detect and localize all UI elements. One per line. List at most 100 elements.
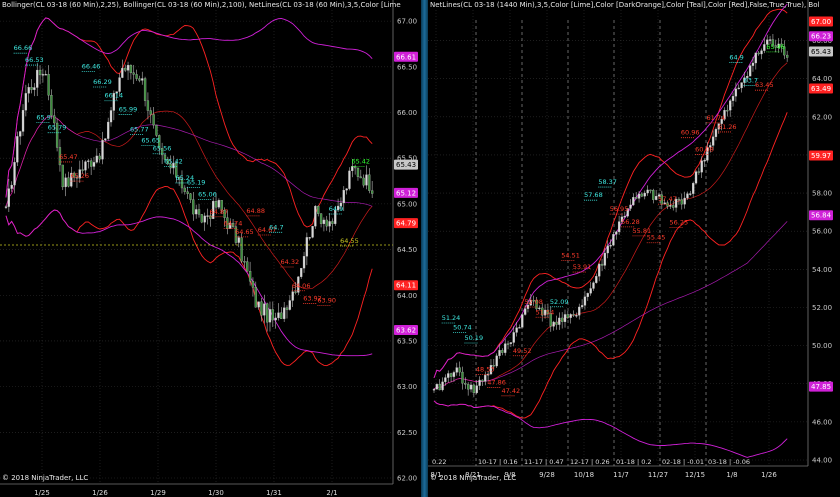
- candle-body: [87, 160, 90, 162]
- candle-body: [643, 192, 646, 197]
- candle-body: [109, 110, 113, 123]
- candle-body: [763, 44, 766, 51]
- candle-body: [783, 46, 786, 56]
- candle-body: [129, 64, 133, 73]
- candle-body: [180, 179, 184, 189]
- price-marker: [809, 16, 833, 27]
- candle-body: [371, 190, 374, 194]
- candle-body: [449, 373, 453, 377]
- candle-body: [149, 110, 152, 115]
- netline-label: 64.32: [280, 258, 299, 266]
- bollinger-short-middle: [433, 62, 788, 390]
- price-marker-label: 66.23: [811, 33, 831, 41]
- candle-body: [152, 114, 155, 126]
- candle-body: [21, 110, 25, 132]
- candle-body: [566, 314, 570, 318]
- candle-body: [223, 210, 226, 218]
- price-tick-label: 62.00: [397, 475, 417, 483]
- candle-body: [16, 136, 19, 163]
- candle-body: [362, 177, 365, 186]
- candle-body: [734, 88, 738, 97]
- price-tick-label: 62.50: [397, 429, 417, 437]
- candle-body: [135, 74, 138, 79]
- candle-body: [543, 309, 547, 316]
- candle-body: [365, 174, 368, 186]
- candle-body: [686, 193, 689, 199]
- candle-body: [138, 78, 141, 81]
- price-tick-label: 50.00: [812, 342, 832, 350]
- candle-body: [598, 263, 601, 277]
- expiry-label: 01-18 | 0.2: [616, 458, 652, 466]
- price-tick-label: 46.00: [812, 418, 832, 426]
- panel-splitter[interactable]: [421, 0, 428, 497]
- netline-label: 64.65: [235, 228, 254, 236]
- price-marker-label: 65.12: [396, 189, 416, 197]
- candle-body: [595, 276, 598, 283]
- candle-body: [711, 136, 715, 146]
- candle-body: [220, 200, 223, 211]
- candle-body: [58, 147, 62, 166]
- netline-label: 53.91: [573, 263, 592, 271]
- candle-body: [697, 171, 701, 173]
- right-copyright: © 2018 NinjaTrader, LLC: [430, 474, 517, 482]
- candle-body: [475, 385, 478, 394]
- candle-body: [27, 87, 30, 94]
- candle-body: [692, 183, 695, 194]
- candle-body: [780, 43, 783, 47]
- candle-body: [657, 194, 661, 197]
- candle-body: [649, 189, 652, 192]
- netline-label: 65.9: [36, 114, 50, 122]
- candle-body: [132, 72, 135, 75]
- candle-body: [319, 213, 323, 224]
- candle-body: [186, 191, 189, 194]
- candle-body: [660, 194, 663, 205]
- candle-body: [231, 222, 235, 227]
- right-chart-canvas[interactable]: 66.0064.0062.0060.0058.0056.0054.0052.00…: [428, 0, 840, 497]
- price-marker-label: 64.11: [396, 282, 416, 290]
- expiry-label: 0.22: [432, 458, 446, 466]
- candle-body: [155, 124, 158, 136]
- candle-body: [669, 205, 672, 207]
- candle-body: [726, 110, 729, 112]
- candle-body: [575, 315, 578, 317]
- netline-label: 66.53: [25, 56, 44, 64]
- candle-body: [632, 197, 635, 206]
- left-chart-panel[interactable]: 67.00 66.50 66.00 65.50 65.00 64.50 64.00 63.50…: [0, 0, 421, 497]
- candle-body: [720, 119, 723, 124]
- candle-body: [677, 198, 681, 201]
- candle-body: [467, 384, 470, 390]
- candle-body: [748, 65, 752, 77]
- netline-label: 63.7: [744, 76, 758, 84]
- candle-body: [714, 129, 718, 137]
- netline-label: 63.90: [317, 296, 336, 304]
- right-chart-panel[interactable]: 66.0064.0062.0060.0058.0056.0054.0052.00…: [428, 0, 840, 497]
- candle-body: [606, 245, 609, 254]
- time-tick-label: 1/29: [150, 489, 166, 497]
- netline-label: 49.52: [513, 347, 532, 355]
- candle-body: [280, 312, 283, 319]
- netline-label: 66.46: [82, 62, 101, 70]
- candle-body: [586, 293, 589, 297]
- netline-label: 51.54: [536, 308, 555, 316]
- candle-body: [200, 214, 203, 223]
- candle-body: [489, 365, 493, 375]
- candle-body: [521, 314, 524, 328]
- netline-label: 65.42: [164, 158, 183, 166]
- time-tick-label: 1/25: [34, 489, 50, 497]
- candle-body: [260, 301, 263, 316]
- candle-body: [709, 145, 712, 148]
- candle-body: [623, 216, 626, 218]
- netline-label: 64.9: [729, 54, 743, 62]
- candle-body: [300, 267, 303, 277]
- candle-body: [158, 135, 161, 149]
- left-chart-canvas[interactable]: 67.00 66.50 66.00 65.50 65.00 64.50 64.00 63.50…: [0, 0, 421, 497]
- time-tick-label: 9/28: [539, 471, 555, 479]
- netline-label: 64.67: [258, 226, 277, 234]
- candle-body: [737, 87, 740, 90]
- candle-body: [615, 231, 618, 235]
- candle-body: [234, 226, 238, 243]
- candle-body: [552, 321, 555, 327]
- time-tick-label: 1/8: [726, 471, 737, 479]
- candle-body: [146, 100, 150, 111]
- candle-body: [183, 187, 186, 192]
